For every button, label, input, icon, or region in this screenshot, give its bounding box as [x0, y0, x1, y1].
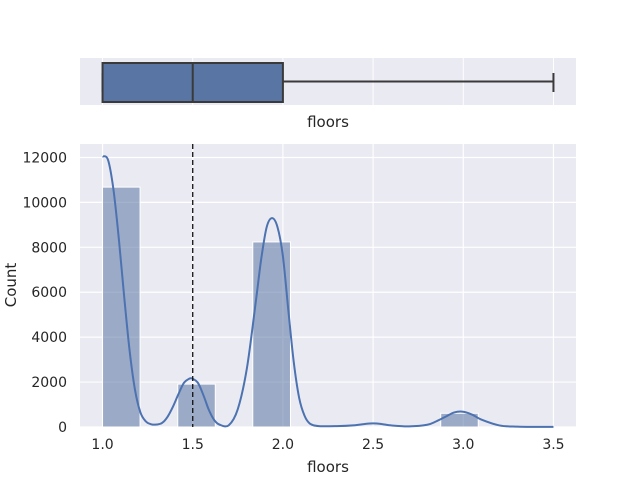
boxplot-marks — [101, 62, 555, 103]
y-tick-label: 8000 — [31, 240, 67, 256]
x-tick-label: 3.5 — [542, 437, 564, 453]
x-tick-label: 2.0 — [272, 437, 294, 453]
boxplot-x-axis-label: floors — [307, 113, 349, 131]
histogram-background — [80, 144, 576, 427]
boxplot-panel: floors — [80, 58, 576, 131]
y-tick-label: 2000 — [31, 375, 67, 391]
histogram-y-tick-labels: 0 2000 4000 6000 8000 10000 12000 — [22, 150, 67, 436]
y-tick-label: 10000 — [22, 195, 67, 211]
kde-curve — [102, 155, 554, 428]
y-tick-label: 12000 — [22, 150, 67, 166]
histogram-y-axis-label: Count — [2, 263, 20, 308]
histogram-bar — [177, 383, 216, 428]
x-tick-label: 1.0 — [91, 437, 113, 453]
y-tick-label: 6000 — [31, 285, 67, 301]
y-tick-label: 4000 — [31, 330, 67, 346]
x-tick-label: 1.5 — [182, 437, 204, 453]
histogram-x-tick-labels: 1.0 1.5 2.0 2.5 3.0 3.5 — [91, 437, 564, 453]
y-tick-label: 0 — [58, 420, 67, 436]
x-tick-label: 3.0 — [452, 437, 474, 453]
histogram-panel: 1.0 1.5 2.0 2.5 3.0 3.5 0 2000 4000 6000 8000 1000… — [2, 144, 576, 476]
histogram-x-axis-label: floors — [307, 458, 349, 476]
x-tick-label: 2.5 — [362, 437, 384, 453]
